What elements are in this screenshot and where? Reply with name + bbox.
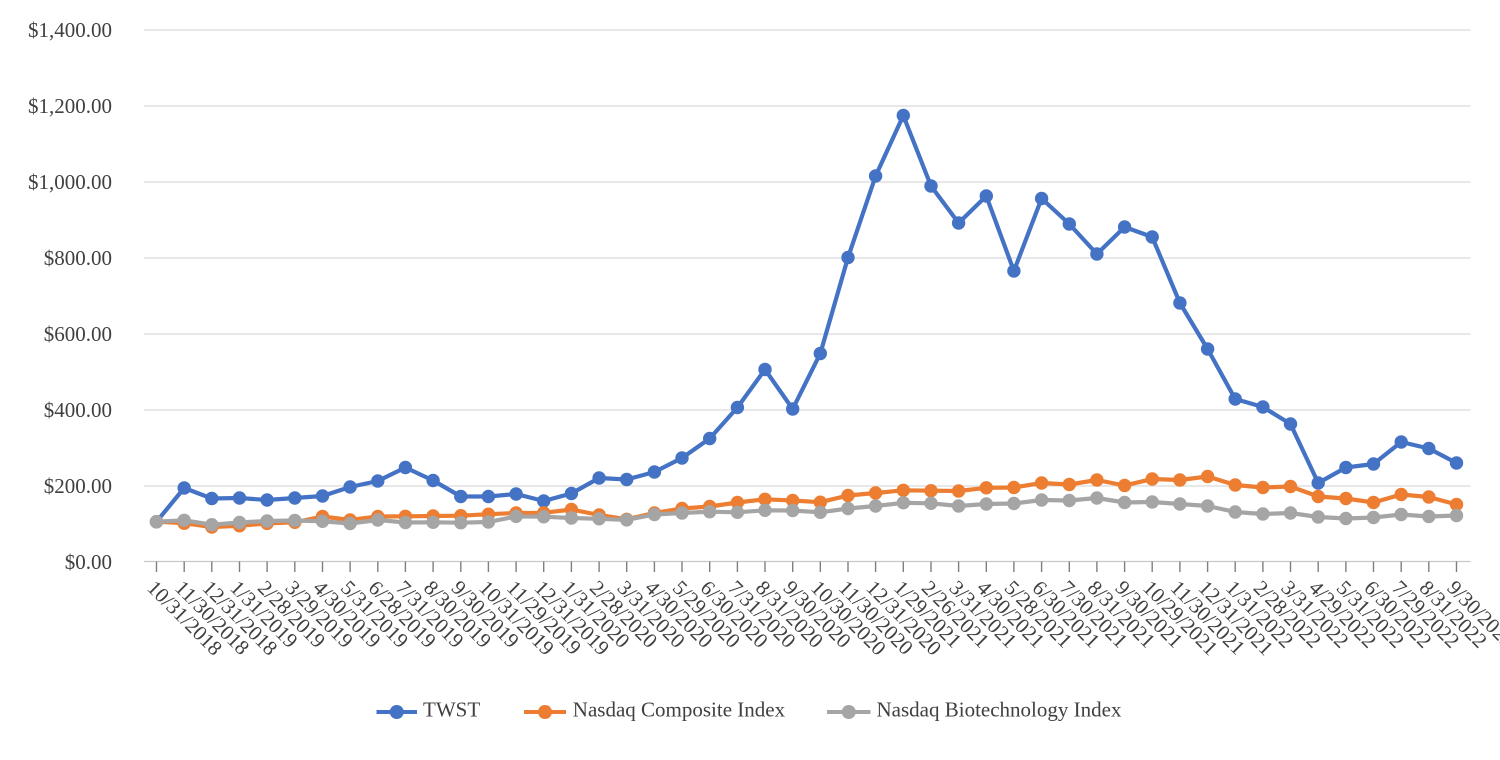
svg-text:TWST: TWST <box>423 698 480 722</box>
svg-text:$600.00: $600.00 <box>44 322 112 346</box>
svg-text:$800.00: $800.00 <box>44 246 112 270</box>
svg-text:$1,400.00: $1,400.00 <box>28 18 112 42</box>
svg-text:Nasdaq Composite Index: Nasdaq Composite Index <box>573 698 786 722</box>
svg-text:$0.00: $0.00 <box>65 550 112 574</box>
svg-text:$400.00: $400.00 <box>44 398 112 422</box>
svg-text:Nasdaq Biotechnology Index: Nasdaq Biotechnology Index <box>877 698 1122 722</box>
svg-text:$1,200.00: $1,200.00 <box>28 94 112 118</box>
svg-text:$200.00: $200.00 <box>44 474 112 498</box>
svg-text:$1,000.00: $1,000.00 <box>28 170 112 194</box>
